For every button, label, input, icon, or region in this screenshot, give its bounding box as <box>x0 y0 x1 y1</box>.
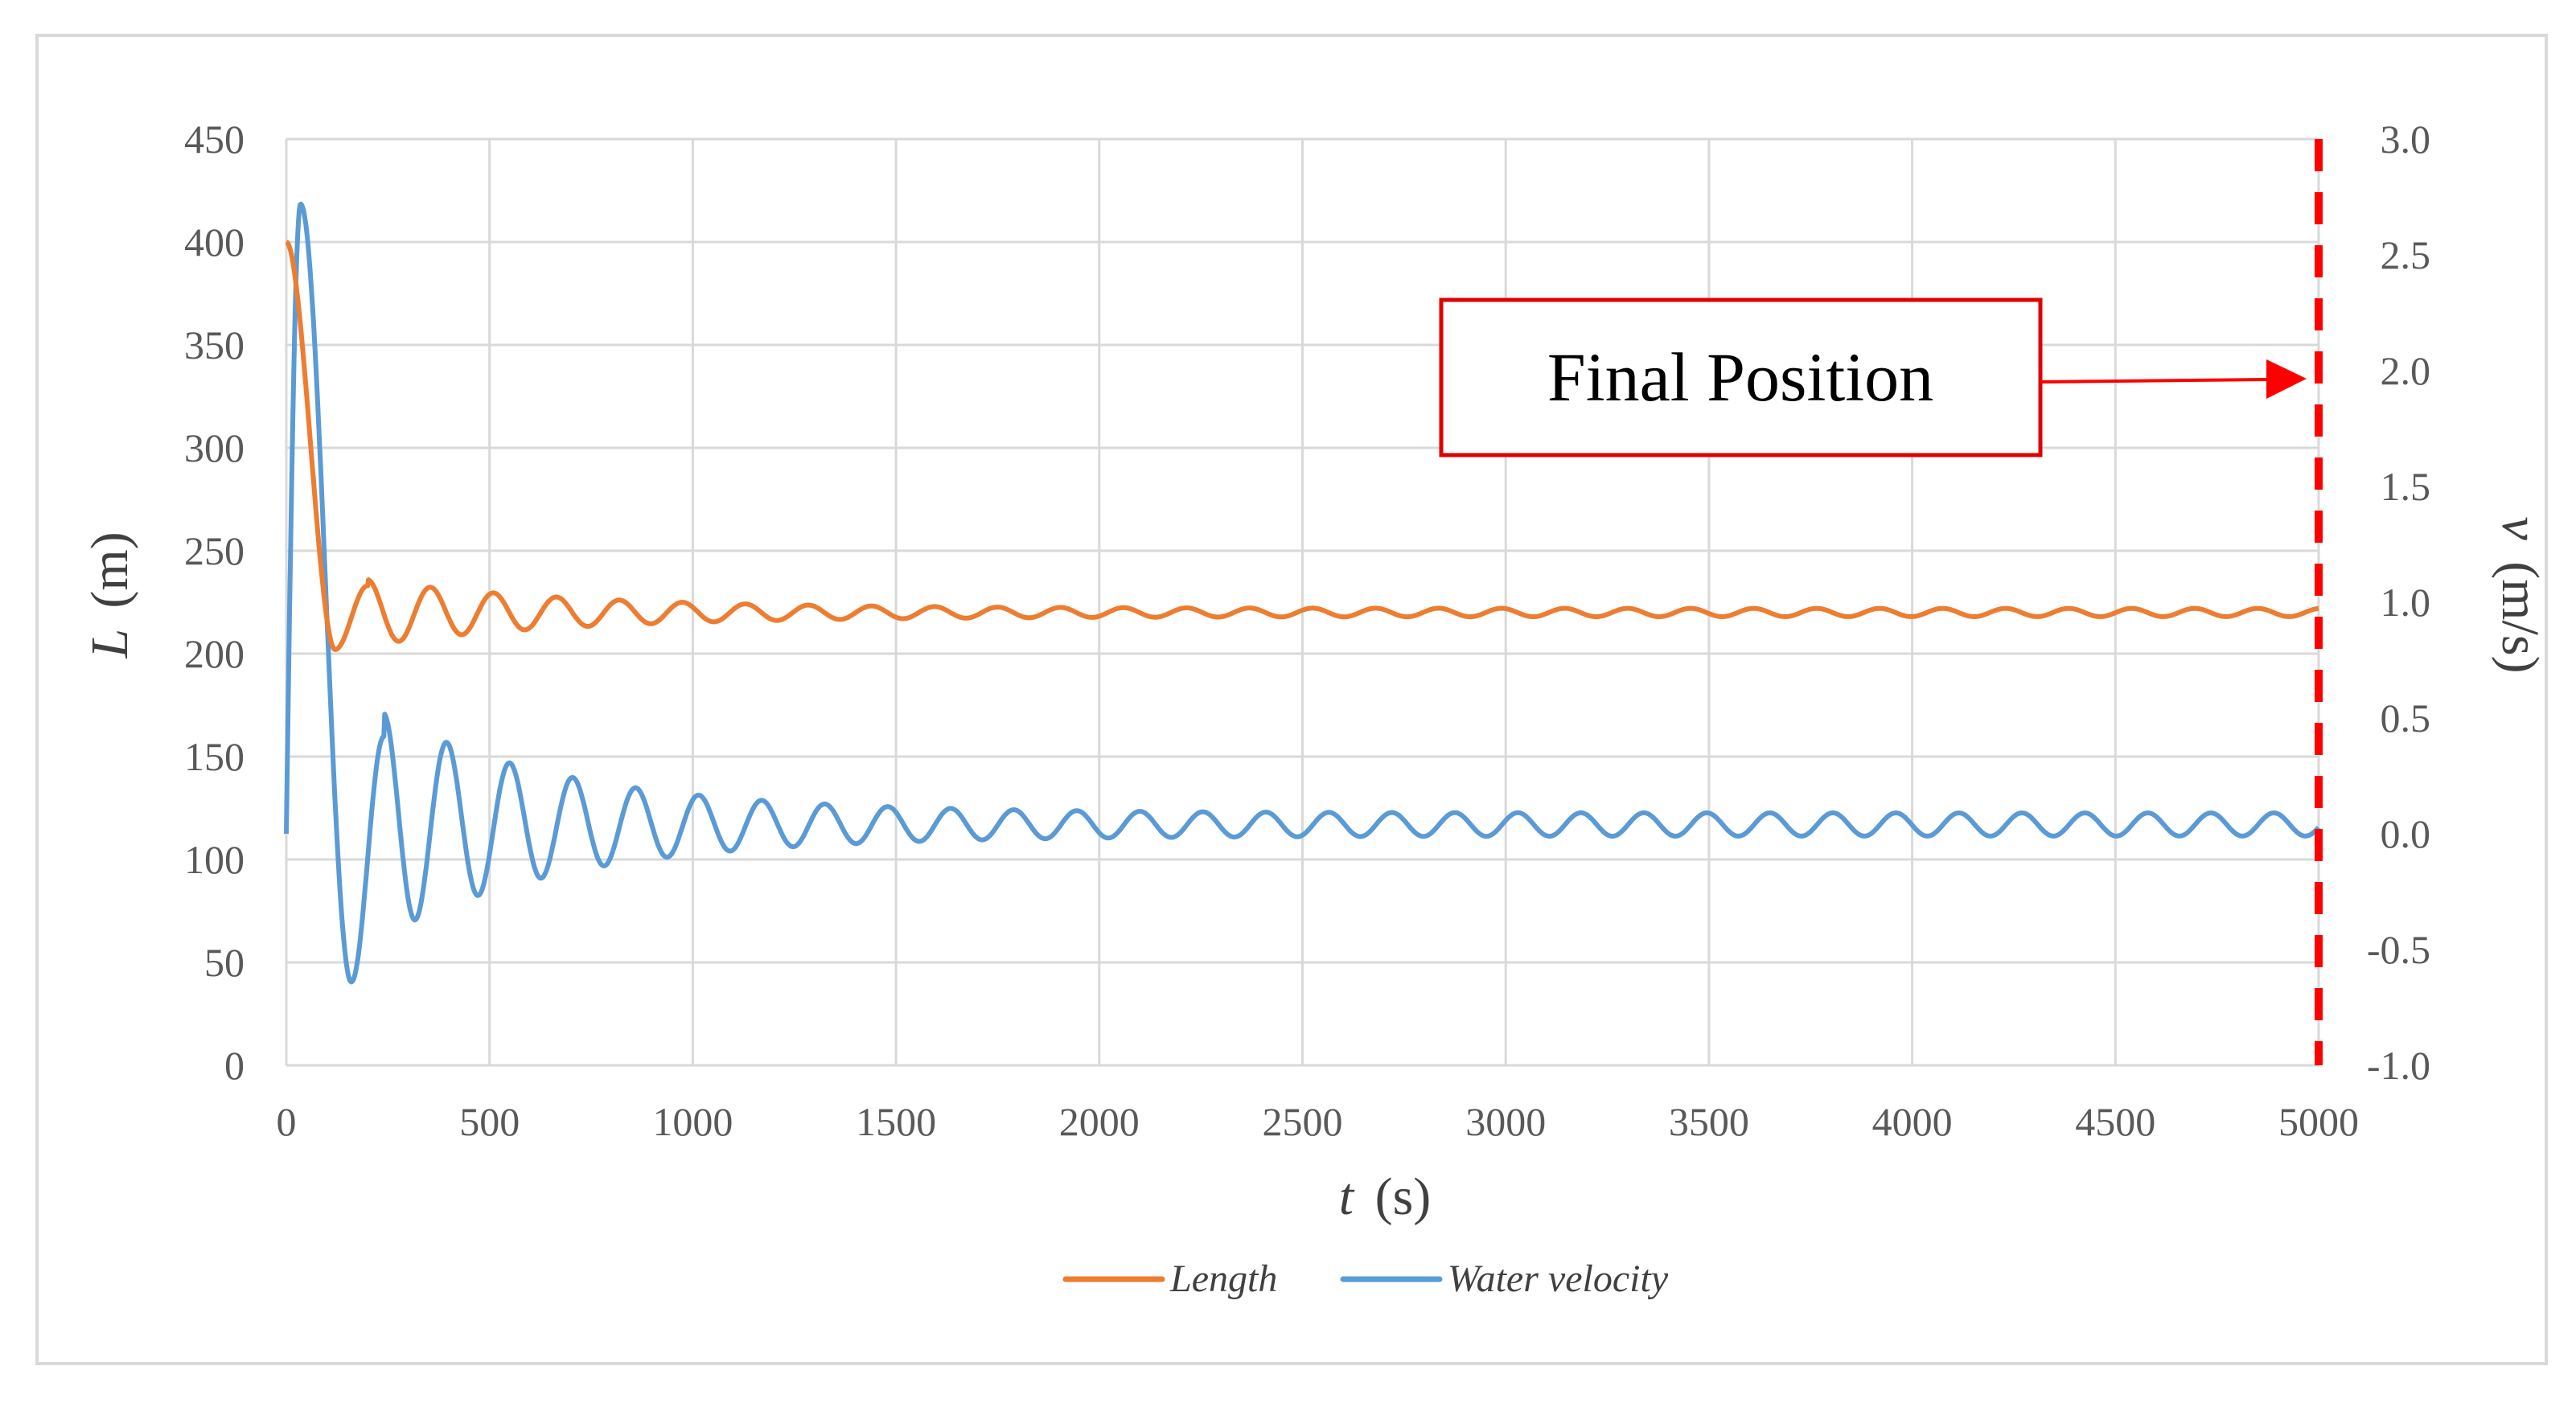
left-axis-ticks: 0 50 100 150 200 250 300 350 400 450 <box>184 117 244 1088</box>
y-right-axis-variable: v <box>2491 516 2549 540</box>
legend-label-length: Length <box>1169 1257 1277 1300</box>
annotation-final-position: Final Position <box>1439 297 2307 457</box>
y-left-tick-label: 350 <box>184 322 244 367</box>
y-left-tick-label: 200 <box>184 631 244 676</box>
y-left-tick-label: 100 <box>184 837 244 882</box>
x-tick-label: 0 <box>277 1099 297 1144</box>
y-left-tick-label: 0 <box>224 1043 244 1088</box>
y-right-tick-label: 1.5 <box>2381 464 2431 509</box>
y-left-tick-label: 300 <box>184 425 244 470</box>
x-axis-ticks: 0 500 1000 1500 2000 2500 3000 3500 4000 4500 5000 <box>277 1099 2360 1144</box>
x-tick-label: 2500 <box>1263 1099 1343 1144</box>
gridlines <box>285 137 2320 1067</box>
y-right-tick-label: 2.5 <box>2381 232 2431 277</box>
x-tick-label: 2000 <box>1059 1099 1140 1144</box>
x-axis-variable: t <box>1339 1167 1355 1226</box>
x-axis-unit: (s) <box>1375 1167 1432 1226</box>
series-layer <box>284 201 2321 985</box>
series-line-water-velocity <box>284 201 2321 985</box>
x-tick-label: 4000 <box>1872 1099 1953 1144</box>
annotation-text: Final Position <box>1547 338 1933 416</box>
y-left-tick-label: 400 <box>184 219 244 265</box>
x-tick-label: 4500 <box>2075 1099 2155 1144</box>
y-left-axis-title: L (m) <box>80 531 139 658</box>
y-left-tick-label: 450 <box>184 117 244 162</box>
x-axis-title: t (s) <box>1339 1167 1432 1226</box>
y-left-tick-label: 50 <box>204 940 244 985</box>
y-right-tick-label: 1.0 <box>2381 580 2431 625</box>
y-right-axis-unit: (m/s) <box>2491 561 2549 673</box>
x-tick-label: 3500 <box>1669 1099 1749 1144</box>
x-tick-label: 5000 <box>2278 1099 2359 1144</box>
y-right-tick-label: -1.0 <box>2367 1043 2430 1088</box>
legend: Length Water velocity <box>1062 1257 1669 1300</box>
legend-label-water-velocity: Water velocity <box>1448 1257 1669 1300</box>
y-right-tick-label: 2.0 <box>2381 348 2431 393</box>
annotation-box <box>1439 297 2043 457</box>
chart-frame <box>35 34 2548 1365</box>
y-right-tick-label: 3.0 <box>2381 117 2431 162</box>
annotation-arrowhead <box>2266 359 2307 399</box>
x-tick-label: 1000 <box>652 1099 733 1144</box>
y-left-tick-label: 250 <box>184 528 244 573</box>
y-left-tick-label: 150 <box>184 734 244 779</box>
y-right-tick-label: 0.5 <box>2381 695 2431 740</box>
x-tick-label: 3000 <box>1465 1099 1546 1144</box>
annotation-arrow-line <box>2040 378 2269 384</box>
y-right-tick-label: 0.0 <box>2381 811 2431 856</box>
right-axis-ticks: -1.0 -0.5 0.0 0.5 1.0 1.5 2.0 2.5 3.0 <box>2367 117 2430 1088</box>
y-left-axis-unit: (m) <box>80 531 139 608</box>
y-right-axis-title: v (m/s) <box>2491 516 2549 673</box>
x-tick-label: 500 <box>459 1099 520 1144</box>
series-line-length <box>285 240 2320 652</box>
y-left-axis-variable: L <box>80 630 139 659</box>
y-right-tick-label: -0.5 <box>2367 927 2430 972</box>
x-tick-label: 1500 <box>856 1099 936 1144</box>
